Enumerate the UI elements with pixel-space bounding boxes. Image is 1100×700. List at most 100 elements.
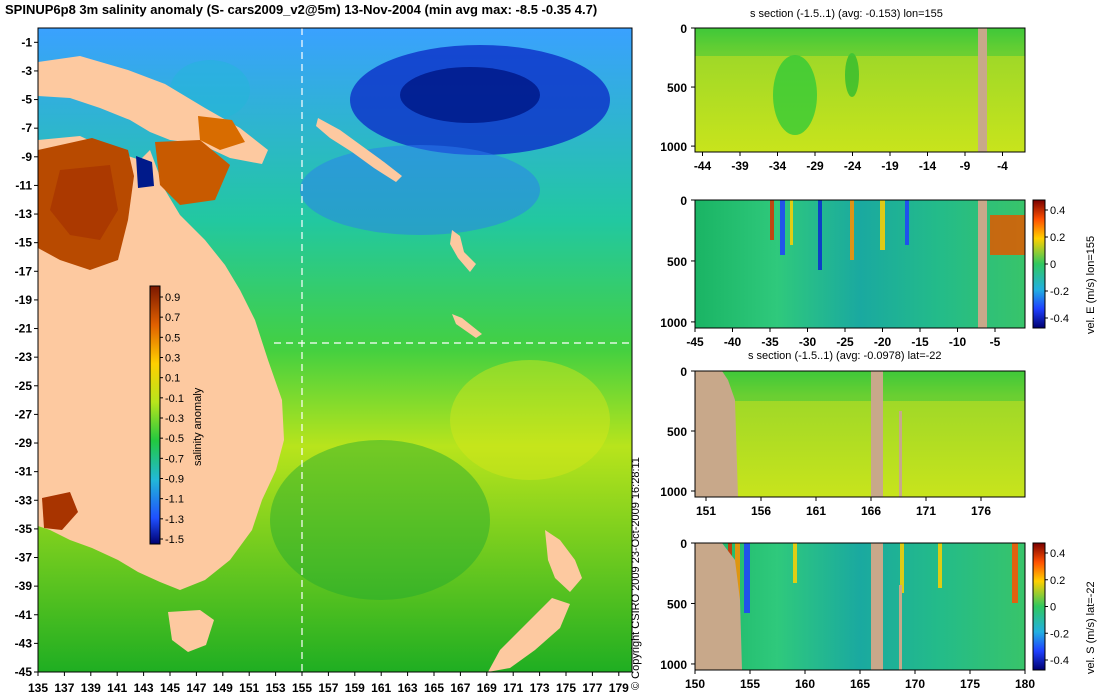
map-x-tick-label: 145 (160, 681, 180, 695)
map-y-tick-label: -21 (15, 322, 33, 336)
map-x-tick-label: 167 (450, 681, 470, 695)
section-x-tick-label: -34 (769, 159, 787, 173)
map-y-tick-label: -9 (21, 150, 32, 164)
section-vel-s-colorbar-label: vel. S (m/s) lat=-22 (1085, 581, 1097, 674)
section-y-tick-label: 0 (680, 22, 687, 36)
map-x-tick-label: 179 (609, 681, 629, 695)
map-x-tick-label: 139 (81, 681, 101, 695)
map-x-tick-label: 173 (530, 681, 550, 695)
map-x-tick-label: 177 (582, 681, 602, 695)
section-vel-e-x-ticks: -45 -40 -35 -30 -25 -20 -15 -10 -5 (686, 328, 1001, 349)
ocean-features (170, 45, 610, 600)
map-x-tick-label: 153 (266, 681, 286, 695)
section-x-tick-label: -39 (731, 159, 749, 173)
map-y-ticks: -1 -3 -5 -7 -9 -11 -13 -15 -17 -19 -21 -23 -25 -27 -29… (15, 35, 38, 679)
map-x-tick-label: 155 (292, 681, 312, 695)
section-x-tick-label: -15 (911, 335, 929, 349)
section-y-tick-label: 0 (680, 365, 687, 379)
map-panel: 135 137 139 141 143 145 147 149 151 153 155 157 159 1… (15, 27, 633, 695)
section-x-tick-label: 150 (685, 677, 705, 691)
section-colorbar-tick-label: 0 (1050, 602, 1056, 614)
section-x-tick-label: 170 (905, 677, 925, 691)
map-y-tick-label: -7 (21, 121, 32, 135)
tasmania-land (168, 610, 214, 652)
vanuatu-land (450, 230, 476, 272)
section-s-lon-title: s section (-1.5..1) (avg: -0.153) lon=15… (750, 8, 943, 20)
map-colorbar-tick-label: 0.1 (165, 373, 180, 385)
section-s-lon: s section (-1.5..1) (avg: -0.153) lon=15… (660, 8, 1026, 173)
section-vel-s: 150 155 160 165 170 175 180 0 500 1000 0.4 0.2 0 -0… (660, 537, 1097, 691)
map-colorbar-tick-label: 0.5 (165, 332, 180, 344)
map-y-tick-label: -27 (15, 407, 33, 421)
map-y-tick-label: -23 (15, 350, 33, 364)
section-y-tick-label: 1000 (660, 485, 687, 499)
map-y-tick-label: -43 (15, 636, 33, 650)
map-x-tick-label: 159 (345, 681, 365, 695)
section-x-tick-label: -14 (919, 159, 937, 173)
map-x-tick-label: 147 (186, 681, 206, 695)
section-x-tick-label: -4 (997, 159, 1008, 173)
map-colorbar-tick-label: 0.9 (165, 292, 180, 304)
map-colorbar-tick-label: -1.3 (165, 514, 184, 526)
section-x-tick-label: -19 (881, 159, 899, 173)
map-colorbar-tick-label: -0.1 (165, 393, 184, 405)
map-y-tick-label: -37 (15, 551, 33, 565)
map-y-tick-label: -3 (21, 64, 32, 78)
section-x-tick-label: -29 (806, 159, 824, 173)
section-colorbar-tick-label: -0.2 (1050, 286, 1069, 298)
map-y-tick-label: -15 (15, 236, 33, 250)
map-colorbar (149, 285, 161, 545)
map-x-tick-label: 169 (477, 681, 497, 695)
map-x-tick-label: 157 (318, 681, 338, 695)
section-s-lon-y-ticks: 0 500 1000 (660, 22, 695, 154)
map-colorbar-tick-label: -0.9 (165, 474, 184, 486)
copyright-notice: © Copyright CSIRO 2009 23-Oct-2009 16:28… (630, 457, 642, 690)
section-x-tick-label: 175 (960, 677, 980, 691)
section-x-tick-label: 156 (751, 504, 771, 518)
section-x-tick-label: 151 (696, 504, 716, 518)
section-x-tick-label: -9 (960, 159, 971, 173)
map-y-tick-label: -31 (15, 465, 33, 479)
map-y-tick-label: -41 (15, 608, 33, 622)
map-x-tick-label: 151 (239, 681, 259, 695)
section-colorbar-tick-label: 0.2 (1050, 232, 1065, 244)
coastal-anomalies (38, 116, 245, 530)
section-vel-e-field (695, 200, 1025, 328)
map-colorbar-tick-label: 0.3 (165, 353, 180, 365)
section-y-tick-label: 500 (667, 81, 687, 95)
section-vel-s-x-ticks: 150 155 160 165 170 175 180 (685, 670, 1035, 691)
section-vel-s-colorbar (1032, 542, 1046, 671)
section-y-tick-label: 1000 (660, 140, 687, 154)
map-x-tick-label: 135 (28, 681, 48, 695)
solomon-islands-land (316, 118, 402, 182)
section-s-lat-x-ticks: 151 156 161 166 171 176 (696, 497, 991, 518)
section-land (871, 543, 883, 670)
section-x-tick-label: -44 (694, 159, 712, 173)
section-x-tick-label: -5 (990, 335, 1001, 349)
map-colorbar-label: salinity anomaly (192, 387, 204, 466)
section-vel-s-y-ticks: 0 500 1000 (660, 537, 695, 672)
section-x-tick-label: -24 (844, 159, 862, 173)
section-x-tick-label: -30 (799, 335, 817, 349)
section-land (978, 200, 987, 328)
new-caledonia-land (452, 314, 482, 338)
map-x-tick-label: 137 (54, 681, 74, 695)
section-x-tick-label: 155 (740, 677, 760, 691)
map-colorbar-tick-label: -1.1 (165, 494, 184, 506)
section-x-tick-label: 171 (916, 504, 936, 518)
map-y-tick-label: -13 (15, 207, 33, 221)
section-x-tick-label: 180 (1015, 677, 1035, 691)
map-y-tick-label: -45 (15, 665, 33, 679)
section-s-lon-frame (694, 27, 1026, 153)
section-x-tick-label: 166 (861, 504, 881, 518)
section-s-lon-x-ticks: -44 -39 -34 -29 -24 -19 -14 -9 -4 (694, 152, 1008, 173)
map-y-tick-label: -25 (15, 379, 33, 393)
map-y-tick-label: -19 (15, 293, 33, 307)
map-colorbar-tick-label: -0.7 (165, 453, 184, 465)
map-colorbar-ticks: 0.9 0.7 0.5 0.3 0.1 -0.1 -0.3 -0.5 -0.7 -0.9 -1.1 -… (160, 292, 184, 546)
section-vel-e-colorbar-label: vel. E (m/s) lon=155 (1085, 236, 1097, 334)
map-y-tick-label: -17 (15, 264, 33, 278)
